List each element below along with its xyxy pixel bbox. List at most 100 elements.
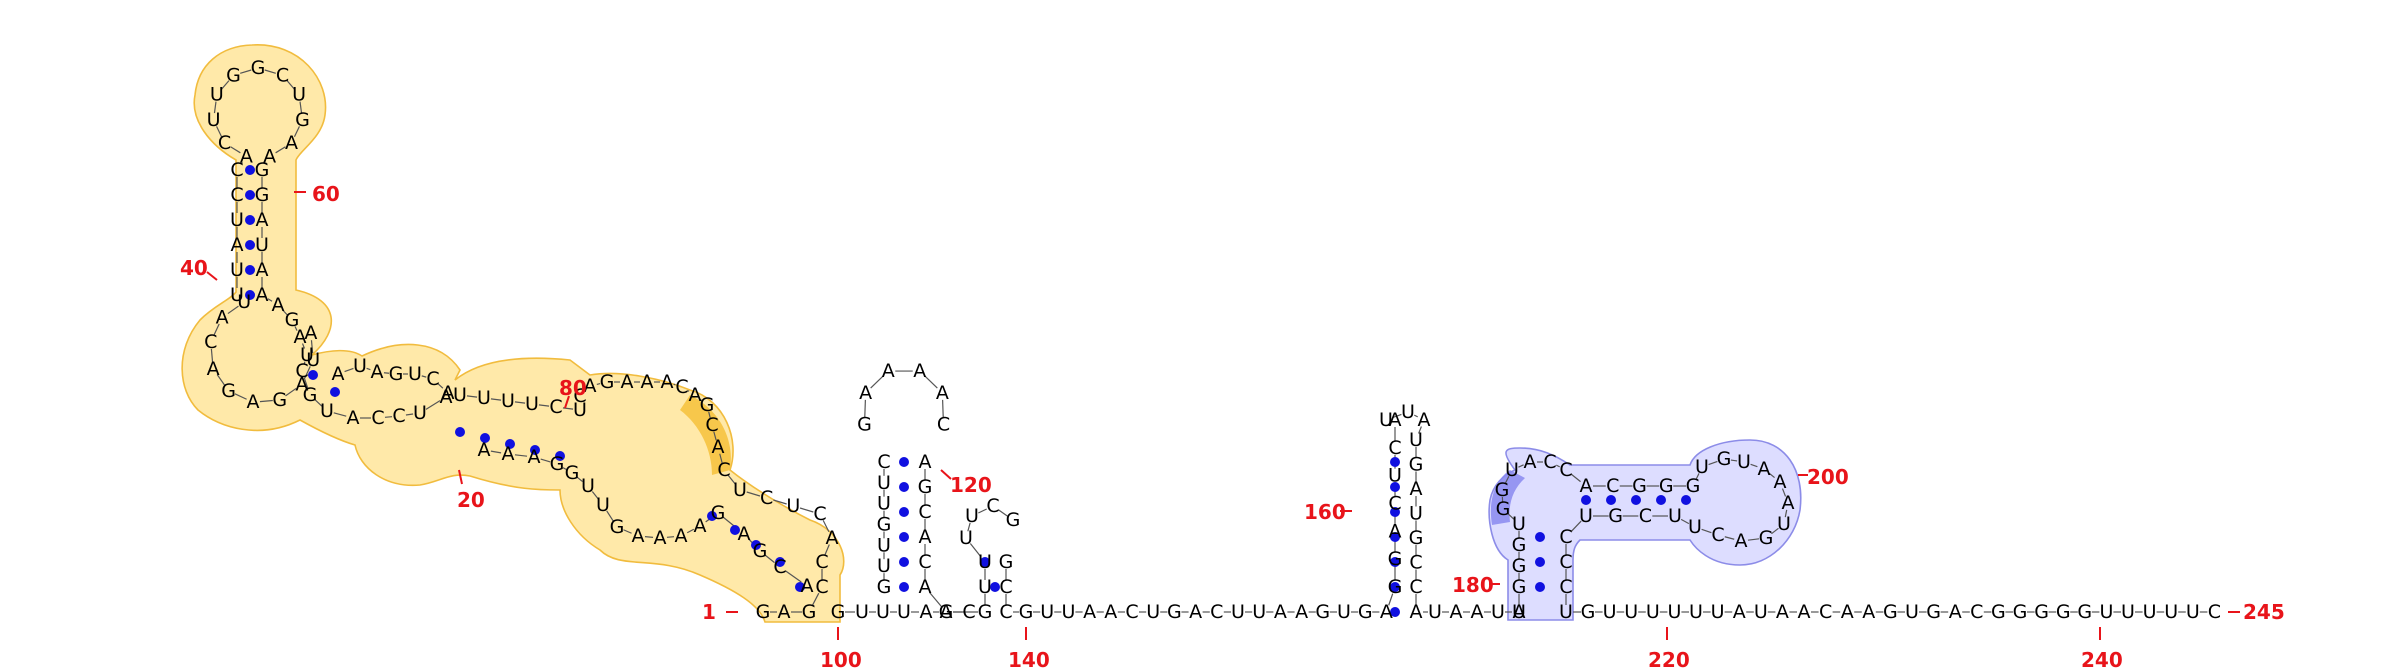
nucleotide: G [1006, 509, 1021, 531]
nucleotide: U [320, 400, 334, 422]
nucleotide: C [986, 495, 999, 517]
base-pair-dot [555, 451, 565, 461]
nucleotide: G [1496, 498, 1511, 520]
backbone-segment [969, 543, 982, 557]
nucleotide: A [1776, 601, 1789, 623]
backbone-segment [303, 377, 309, 389]
nucleotide: U [877, 555, 891, 577]
nucleotide: C [815, 576, 828, 598]
backbone-segment [227, 305, 239, 315]
backbone-segment [746, 491, 761, 497]
nucleotide: U [1737, 451, 1751, 473]
backbone-segment [773, 499, 787, 505]
nucleotide: A [1083, 601, 1096, 623]
nucleotide: C [1559, 551, 1572, 573]
backbone-segment [699, 399, 703, 401]
nucleotide: C [204, 331, 217, 353]
nucleotide: A [502, 443, 515, 465]
backbone-segment [1769, 472, 1775, 479]
nucleotide: C [230, 159, 243, 181]
nucleotide: U [1905, 601, 1919, 623]
backbone-segment [213, 101, 217, 114]
nucleotide: U [210, 84, 224, 106]
nucleotide: G [1759, 527, 1774, 549]
backbone-segment [1680, 518, 1690, 525]
nucleotide: A [801, 575, 814, 597]
nucleotide-letters: G A GCCACUCUCACGACAAAGACUCUUUUACUGAUAUACAG… [204, 57, 2221, 623]
backbone-segment [366, 367, 371, 371]
nucleotide: G [1883, 601, 1898, 623]
nucleotide: C [230, 184, 243, 206]
nucleotide: A [240, 145, 253, 167]
base-pair-dot [707, 511, 717, 521]
nucleotide: U [1695, 456, 1709, 478]
backbone-segment [405, 413, 414, 416]
base-pair-dot [308, 370, 318, 380]
backbone-segment [234, 393, 247, 400]
number-20: 20 [457, 488, 485, 512]
nucleotide: A [919, 526, 932, 548]
nucleotide: G [255, 159, 270, 181]
nucleotide: U [292, 84, 306, 106]
nucleotide: G [550, 453, 565, 475]
backbone-segment [1724, 536, 1735, 540]
nucleotide: A [712, 436, 725, 458]
nucleotide: U [2186, 601, 2200, 623]
nucleotide: G [1409, 454, 1424, 476]
backbone-segment [303, 361, 306, 365]
nucleotide: G [610, 516, 625, 538]
base-pair-dot [245, 190, 255, 200]
backbone-segment [540, 458, 551, 463]
nucleotide: A [1733, 601, 1746, 623]
backbone-segment [383, 372, 390, 374]
backbone-segment [216, 374, 226, 386]
nucleotide: U [413, 402, 427, 424]
nucleotide: U [1689, 601, 1703, 623]
number-245: 245 [2243, 600, 2285, 624]
nucleotide: U [453, 384, 467, 406]
nucleotide: G [1926, 601, 1941, 623]
backbone-segment [942, 399, 944, 418]
nucleotide: G [1019, 601, 1034, 623]
nucleotide: A [621, 371, 634, 393]
backbone-segment [259, 399, 273, 403]
nucleotide: C [1639, 505, 1652, 527]
base-pair-dot [505, 439, 515, 449]
position-numbering: 1 20 40 60 80 100 120 140 160 180 200 22… [180, 182, 2285, 672]
nucleotide: G [600, 371, 615, 393]
base-pair-dot [899, 482, 909, 492]
nucleotide: U [1667, 601, 1681, 623]
nucleotide: U [1388, 465, 1402, 487]
nucleotide: A [641, 371, 654, 393]
nucleotide: U [300, 344, 314, 366]
nucleotide: C [1711, 524, 1724, 546]
nucleotide: U [1040, 601, 1054, 623]
nucleotide: C [877, 451, 890, 473]
nucleotide: G [1512, 576, 1527, 598]
nucleotide: A [1862, 601, 1875, 623]
backbone-segment [811, 592, 820, 607]
nucleotide: G [1991, 601, 2006, 623]
base-pair-dot [1390, 457, 1400, 467]
nucleotide: U [501, 390, 515, 412]
nucleotide: A [1758, 458, 1771, 480]
nucleotide: A [1410, 478, 1423, 500]
backbone-segment [765, 554, 775, 564]
base-pair-dot [245, 165, 255, 175]
base-pair-dot [775, 557, 785, 567]
backbone-segment [437, 383, 444, 389]
number-60: 60 [312, 182, 340, 206]
nucleotide: A [1782, 492, 1795, 514]
nucleotide: A [1841, 601, 1854, 623]
nucleotide: A [207, 358, 220, 380]
backbone-segment [1750, 463, 1758, 468]
nucleotide: A [826, 527, 839, 549]
backbone-segment [1570, 520, 1582, 533]
number-120: 120 [950, 473, 992, 497]
nucleotide: G [877, 514, 892, 536]
number-140: 140 [1008, 648, 1050, 672]
base-pair-dot [1390, 532, 1400, 542]
nucleotide: C [773, 556, 786, 578]
nucleotide: U [876, 601, 890, 623]
nucleotide: G [1495, 479, 1510, 501]
